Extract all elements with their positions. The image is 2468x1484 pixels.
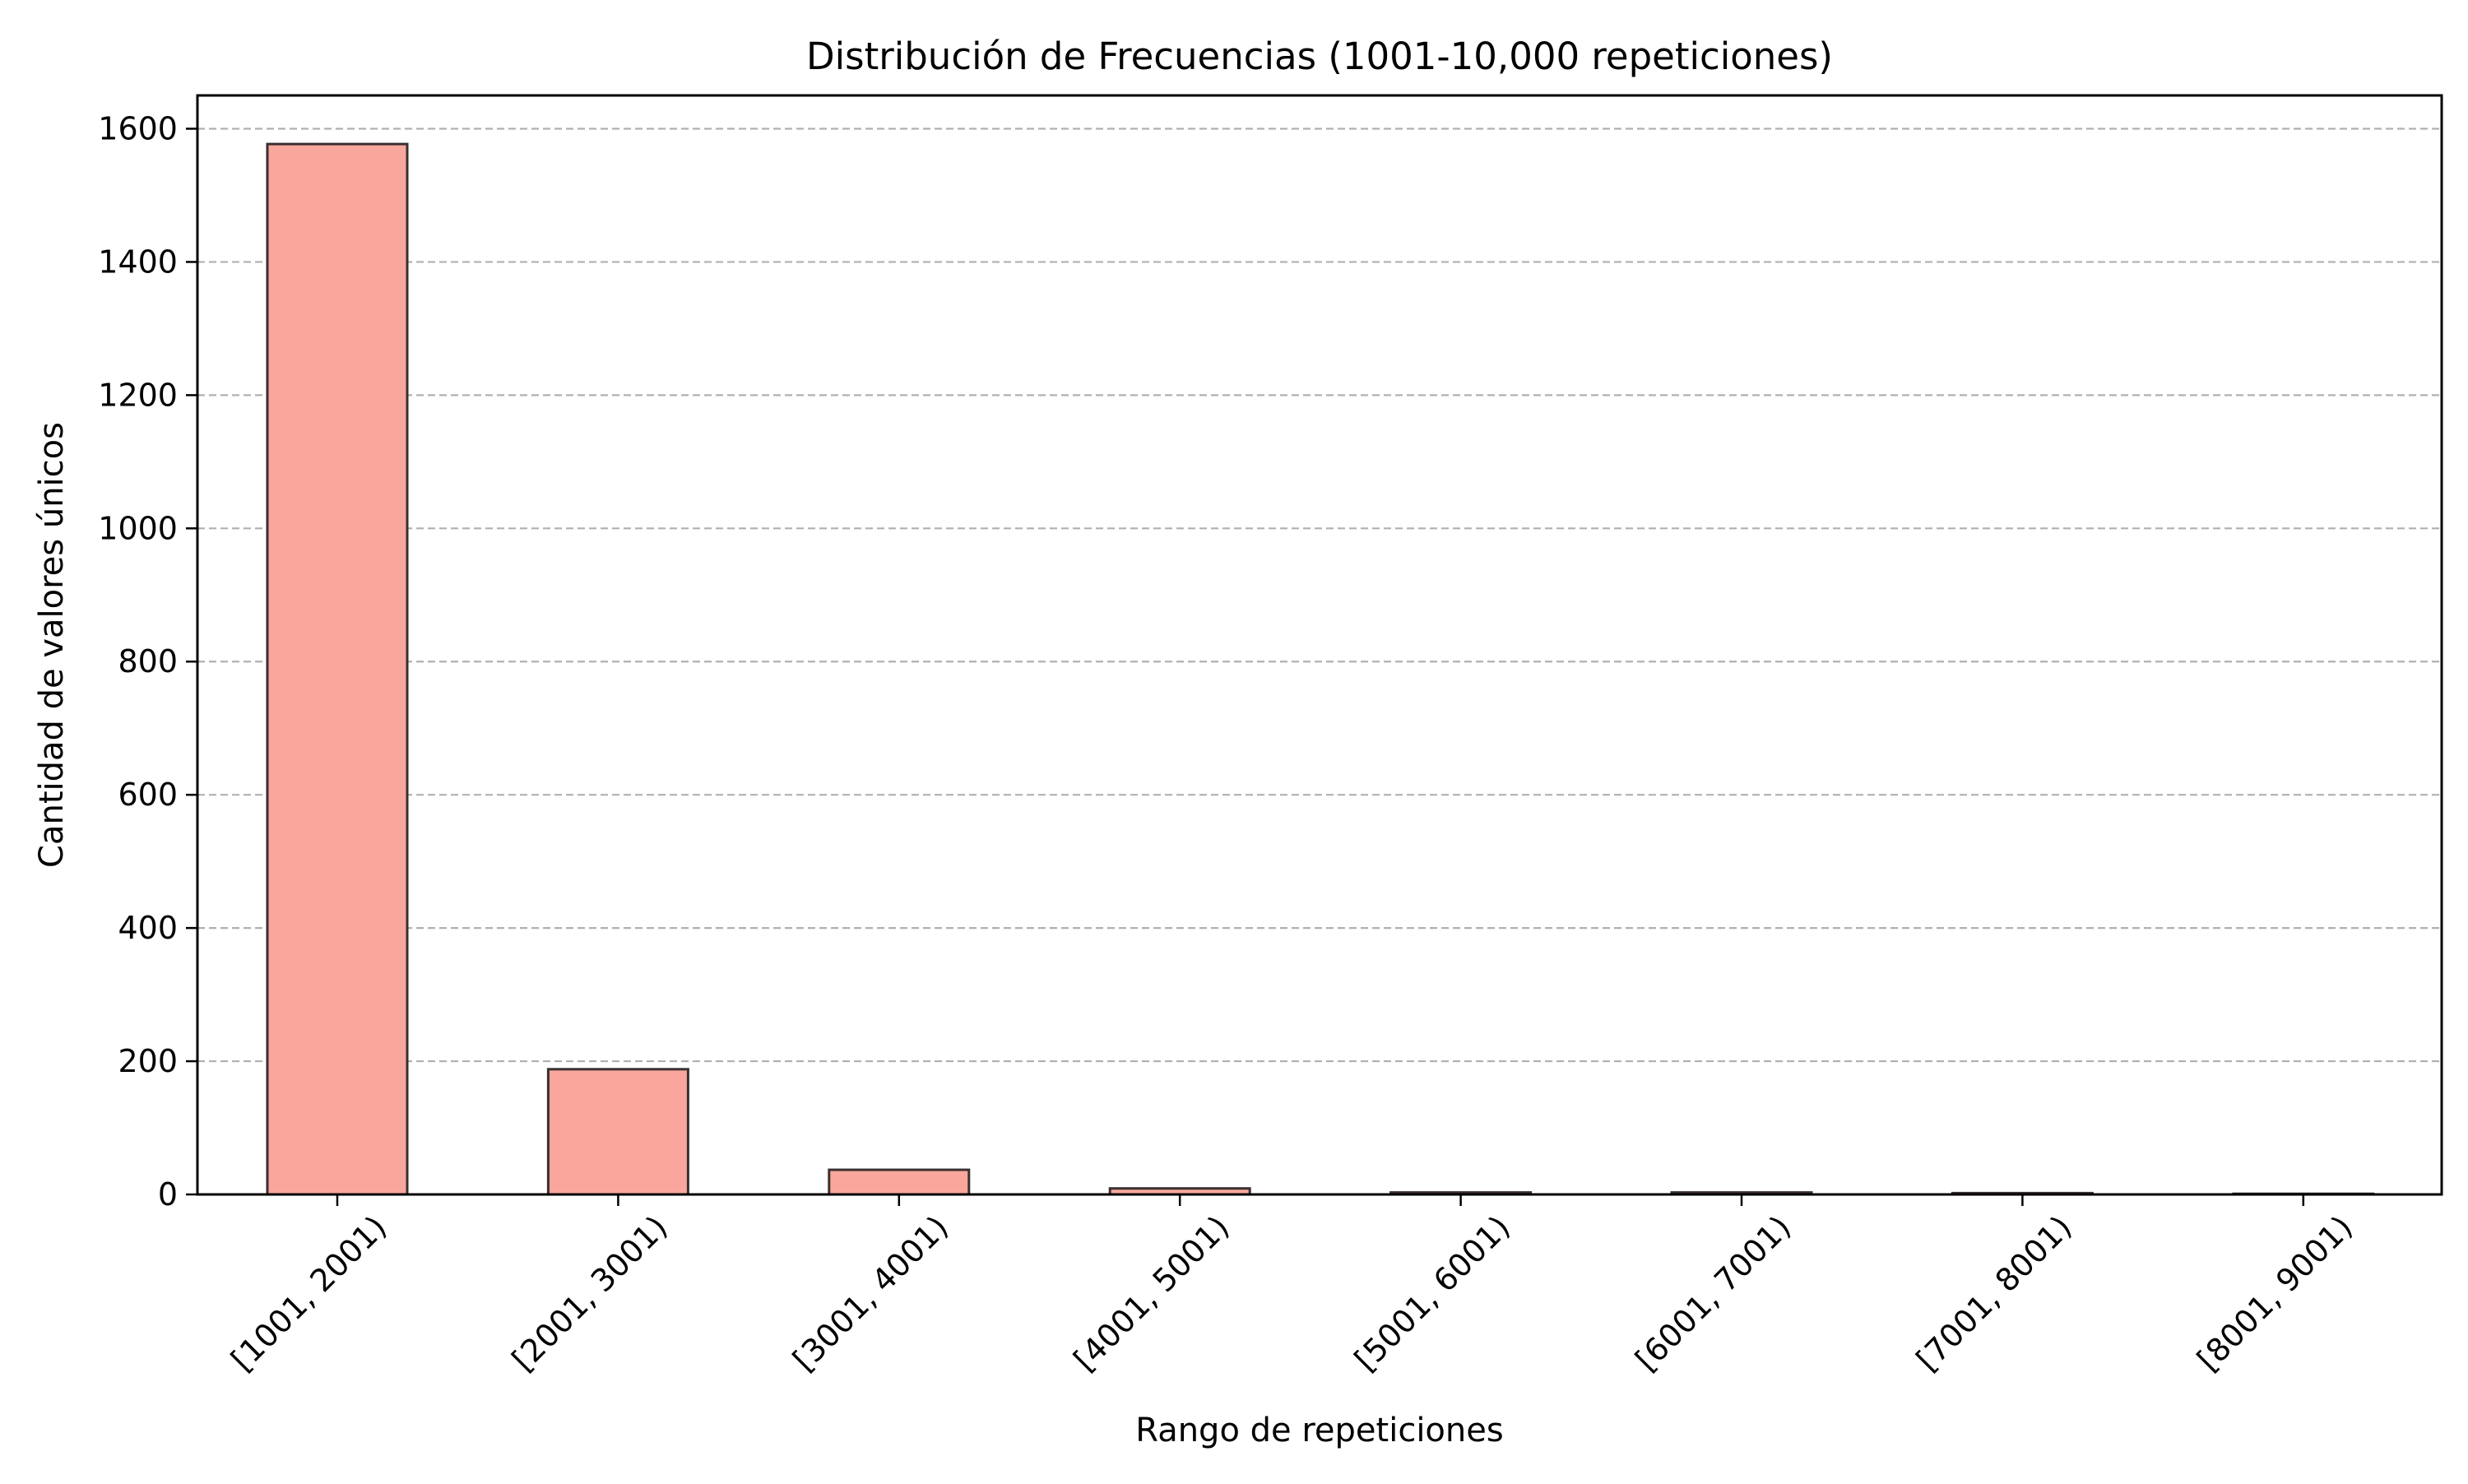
x-tick-label: [1001, 2001) [224,1208,393,1378]
y-axis: 0 200 400 600 800 1000 1200 1400 1600 [98,110,197,1213]
x-tick-label: [6001, 7001) [1628,1208,1798,1378]
y-tick-label: 1000 [98,510,178,546]
x-tick-label: [8001, 9001) [2190,1208,2359,1378]
x-tick-label: [3001, 4001) [786,1208,955,1378]
y-tick-label: 800 [118,643,178,679]
bar [266,142,409,1196]
y-tick-label: 600 [118,777,178,813]
y-tick-label: 200 [118,1043,178,1079]
y-tick-label: 400 [118,910,178,946]
x-tick-label: [5001, 6001) [1348,1208,1517,1378]
gridlines [197,128,2442,1196]
plot-frame [196,94,2443,1196]
x-tick-label: [7001, 8001) [1909,1208,2079,1378]
x-axis-title: Rango de repeticiones [1135,1412,1503,1449]
y-tick-label: 1400 [98,243,178,280]
bars [266,142,2375,1196]
chart-title: Distribución de Frecuencias (1001-10,000… [806,35,1833,78]
y-tick-label: 1200 [98,377,178,413]
x-axis: [1001, 2001) [2001, 3001) [3001, 4001) [400… [224,1194,2359,1378]
y-tick-label: 0 [158,1176,178,1213]
bar [546,1068,689,1196]
x-tick-label: [4001, 5001) [1067,1208,1236,1378]
y-axis-title: Cantidad de valores únicos [33,422,71,868]
x-tick-label: [2001, 3001) [505,1208,675,1378]
y-tick-label: 1600 [98,110,178,146]
bar [828,1168,971,1196]
